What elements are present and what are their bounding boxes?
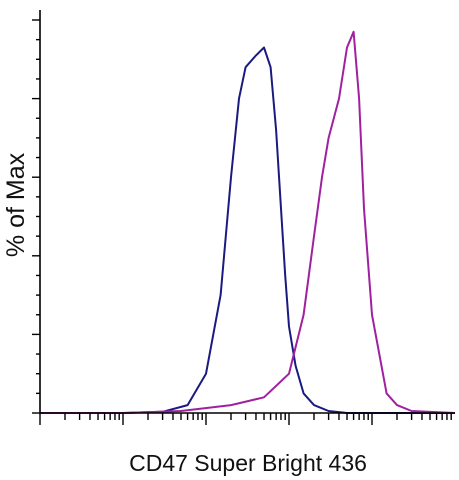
y-axis-label: % of Max	[2, 152, 30, 257]
series-line-1	[40, 46, 455, 414]
series-layer	[40, 30, 456, 414]
axis-frame	[39, 10, 455, 414]
series-line-2	[40, 30, 456, 414]
x-axis-ticks	[39, 413, 452, 425]
y-axis-ticks	[32, 19, 40, 414]
x-axis-label: CD47 Super Bright 436	[129, 450, 367, 476]
